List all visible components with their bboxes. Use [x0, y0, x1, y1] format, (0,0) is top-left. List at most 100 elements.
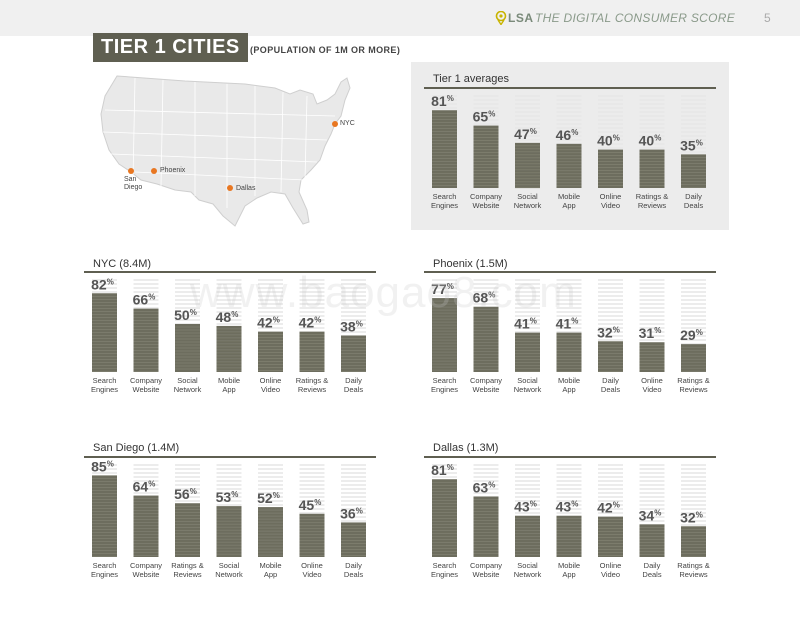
data-label: 85% — [91, 458, 114, 474]
data-label: 66% — [133, 292, 156, 308]
bar — [341, 522, 366, 557]
page-title: TIER 1 CITIES — [93, 33, 248, 62]
bar — [432, 298, 457, 372]
data-label: 81% — [431, 462, 454, 478]
bar — [258, 507, 283, 557]
category-label: Mobile App — [259, 561, 281, 579]
data-label: 81% — [431, 93, 454, 109]
chart-rule-san-diego — [84, 456, 376, 458]
chart-title-nyc: NYC (8.4M) — [93, 258, 152, 270]
category-label: Company Website — [470, 376, 502, 394]
category-label: Ratings & Reviews — [636, 192, 669, 210]
data-label: 41% — [556, 316, 579, 332]
data-label: 32% — [680, 509, 703, 525]
category-label: Social Network — [174, 376, 202, 394]
city-label-san-diego: San Diego — [124, 176, 143, 191]
city-label-phoenix: Phoenix — [160, 167, 186, 174]
category-label: Mobile App — [558, 192, 580, 210]
category-label: Search Engines — [91, 376, 118, 394]
category-label: Online Video — [260, 376, 282, 394]
chart-title-dallas: Dallas (1.3M) — [433, 442, 499, 454]
category-label: Ratings & Reviews — [296, 376, 329, 394]
bar — [639, 149, 665, 188]
bar — [258, 331, 283, 372]
category-label: Company Website — [470, 561, 502, 579]
data-label: 31% — [639, 325, 662, 341]
category-label: Daily Deals — [684, 192, 703, 210]
category-label: Company Website — [470, 192, 502, 210]
city-marker-phoenix — [151, 168, 157, 174]
page-title-subtext: (POPULATION OF 1M OR MORE) — [250, 45, 401, 55]
data-label: 35% — [680, 137, 703, 153]
category-label: Social Network — [514, 192, 542, 210]
chart-rule-dallas — [424, 456, 716, 458]
category-label: Company Website — [130, 376, 162, 394]
us-map — [100, 75, 351, 227]
location-pin-icon — [495, 11, 507, 25]
data-label: 52% — [257, 490, 280, 506]
us-map-outline — [100, 75, 351, 227]
chart-title-san-diego: San Diego (1.4M) — [93, 442, 180, 454]
data-label: 56% — [174, 486, 197, 502]
bar — [92, 293, 117, 372]
category-label: Online Video — [600, 192, 622, 210]
data-label: 77% — [431, 281, 454, 297]
bar — [216, 325, 242, 372]
category-label: Social Network — [514, 376, 542, 394]
category-label: Search Engines — [91, 561, 118, 579]
category-label: Search Engines — [431, 376, 458, 394]
bar — [556, 515, 582, 557]
report-title: THE DIGITAL CONSUMER SCORE — [535, 11, 736, 25]
chart-rule-nyc — [84, 271, 376, 273]
data-label: 32% — [597, 324, 620, 340]
category-label: Mobile App — [558, 561, 580, 579]
bar — [515, 142, 540, 188]
bar — [639, 524, 665, 557]
category-label: Daily Deals — [344, 376, 363, 394]
city-marker-dallas — [227, 185, 233, 191]
city-label-dallas: Dallas — [236, 185, 256, 192]
chart-title-phoenix: Phoenix (1.5M) — [433, 258, 508, 270]
state-borders — [102, 77, 336, 208]
category-label: Ratings & Reviews — [171, 561, 204, 579]
bar — [681, 526, 706, 557]
data-label: 41% — [514, 316, 537, 332]
category-label: Social Network — [514, 561, 542, 579]
bar — [598, 341, 623, 372]
bar — [299, 513, 325, 557]
city-label-nyc: NYC — [340, 120, 355, 127]
category-label: Mobile App — [218, 376, 240, 394]
category-label: Online Video — [600, 561, 622, 579]
category-label: Mobile App — [558, 376, 580, 394]
bar — [598, 516, 623, 557]
category-label: Ratings & Reviews — [677, 376, 710, 394]
chart-rule-averages — [424, 87, 716, 89]
city-marker-nyc — [332, 121, 338, 127]
chart-title-averages: Tier 1 averages — [433, 73, 510, 85]
bar — [515, 515, 540, 557]
category-label: Company Website — [130, 561, 162, 579]
category-label: Online Video — [301, 561, 323, 579]
header-bar: LSA THE DIGITAL CONSUMER SCORE 5 — [0, 0, 800, 36]
bar — [681, 154, 706, 188]
bar — [299, 331, 325, 372]
data-label: 64% — [133, 479, 156, 495]
page-number: 5 — [764, 11, 771, 25]
data-label: 65% — [473, 109, 496, 125]
category-label: Ratings & Reviews — [677, 561, 710, 579]
category-label: Social Network — [215, 561, 243, 579]
data-label: 48% — [216, 309, 239, 325]
bar — [133, 308, 159, 372]
data-label: 36% — [340, 505, 363, 521]
data-label: 82% — [91, 276, 114, 292]
data-label: 40% — [597, 133, 620, 149]
bar — [92, 475, 117, 557]
data-label: 40% — [639, 133, 662, 149]
category-label: Search Engines — [431, 561, 458, 579]
category-label: Daily Deals — [344, 561, 363, 579]
bar — [556, 143, 582, 188]
